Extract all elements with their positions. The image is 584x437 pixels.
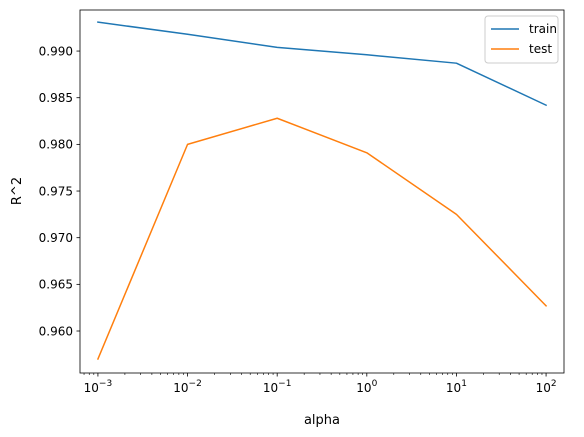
x-axis-label: alpha [304,413,340,428]
x-tick-label: 10−2 [173,379,202,395]
y-tick-label: 0.990 [39,44,73,58]
plot-area [79,9,565,374]
legend-train-label: train [529,22,557,36]
legend: train test [484,15,559,64]
y-tick-label: 0.965 [39,278,73,292]
x-tick-label: 102 [536,379,557,395]
y-tick-label: 0.975 [39,184,73,198]
x-tick-label: 101 [446,379,467,395]
legend-box [484,15,559,64]
y-tick-label: 0.985 [39,91,73,105]
legend-test-label: test [529,42,552,56]
x-tick-label: 100 [356,379,377,395]
y-axis-label: R^2 [10,177,25,205]
y-axis-ticks: 0.960 0.965 0.970 0.975 0.980 0.985 0.990 [39,44,80,338]
series-line-test [96,117,548,360]
x-tick-label: 10−3 [84,379,113,395]
series-lines [96,21,548,360]
y-tick-label: 0.970 [39,231,73,245]
x-tick-label: 10−1 [263,379,292,395]
y-tick-label: 0.980 [39,138,73,152]
series-line-train [97,21,548,107]
y-tick-label: 0.960 [39,324,73,338]
x-axis-ticks: 10−3 10−2 10−1 100 101 102 [84,373,557,395]
